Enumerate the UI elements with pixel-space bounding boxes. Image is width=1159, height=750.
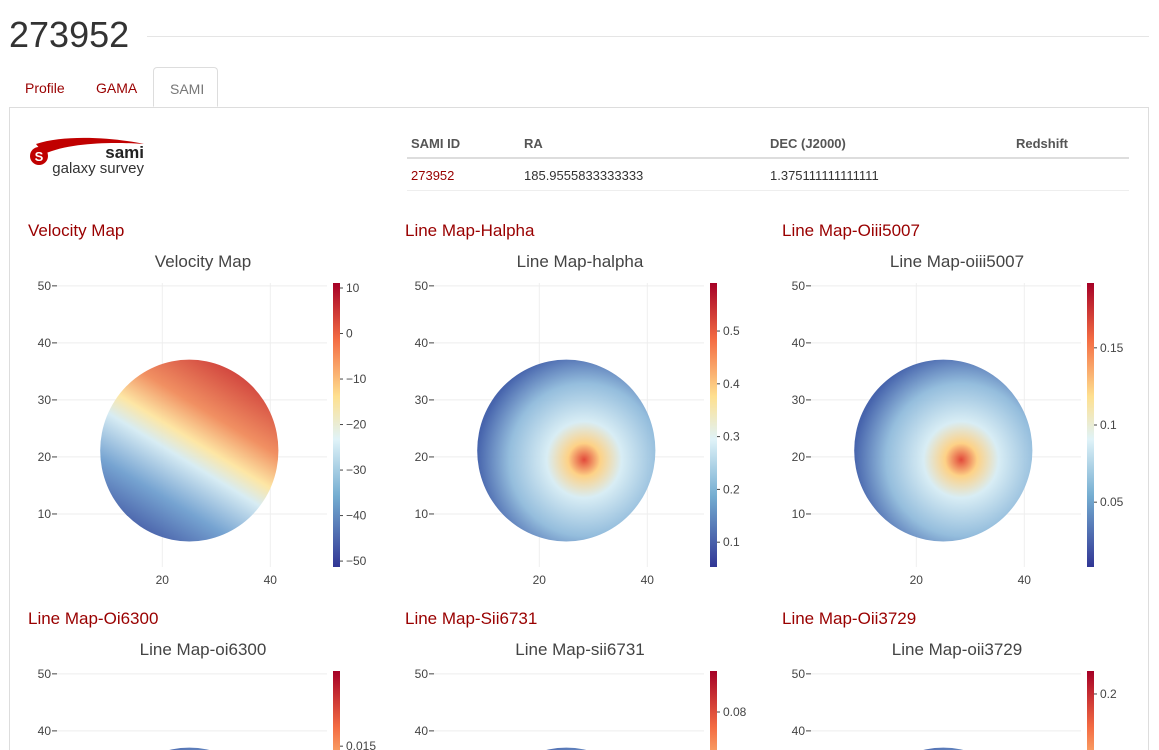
y-tick-label: 50 bbox=[792, 279, 806, 293]
colorbar-tick-label: 0 bbox=[346, 327, 353, 341]
y-tick-label: 10 bbox=[792, 507, 806, 521]
chart-title: Line Map-oiii5007 bbox=[890, 252, 1024, 271]
chart-title: Velocity Map bbox=[155, 252, 251, 271]
chart-title: Line Map-oi6300 bbox=[140, 640, 267, 659]
table-rule bbox=[407, 157, 1129, 159]
table-header: Redshift bbox=[1016, 136, 1068, 151]
colorbar-tick-label: −30 bbox=[346, 463, 367, 477]
colorbar-tick-label: −10 bbox=[346, 372, 367, 386]
page-title: 273952 bbox=[9, 14, 130, 55]
colorbar-tick-label: 0.15 bbox=[1100, 341, 1124, 355]
colorbar-tick-label: 0.08 bbox=[723, 705, 747, 719]
map-heading[interactable]: Line Map-Oii3729 bbox=[782, 609, 917, 628]
x-tick-label: 40 bbox=[1018, 573, 1032, 587]
tab-panel bbox=[9, 107, 1149, 750]
colorbar-tick-label: 10 bbox=[346, 281, 360, 295]
y-tick-label: 30 bbox=[38, 393, 52, 407]
y-tick-label: 40 bbox=[415, 336, 429, 350]
colorbar bbox=[333, 671, 340, 750]
chart-title: Line Map-oii3729 bbox=[892, 640, 1022, 659]
y-tick-label: 50 bbox=[792, 667, 806, 681]
map-image bbox=[854, 359, 1033, 542]
colorbar bbox=[710, 283, 717, 567]
logo-badge bbox=[30, 147, 48, 165]
colorbar bbox=[333, 283, 340, 567]
map-heading[interactable]: Line Map-Oi6300 bbox=[28, 609, 159, 628]
logo-subtitle: galaxy survey bbox=[52, 160, 144, 177]
logo-badge-letter: S bbox=[35, 149, 44, 164]
y-tick-label: 50 bbox=[38, 279, 52, 293]
table-header: RA bbox=[524, 136, 543, 151]
colorbar bbox=[710, 671, 717, 750]
x-tick-label: 40 bbox=[264, 573, 278, 587]
heatmap-chart: Line Map-oiii5007 20 40 10 20 30 40 50 0.15 0.1 0.… bbox=[792, 252, 1124, 587]
logo-swoosh bbox=[36, 137, 144, 154]
colorbar-tick-label: 0.05 bbox=[1100, 495, 1124, 509]
y-tick-label: 40 bbox=[792, 336, 806, 350]
table-header: SAMI ID bbox=[411, 136, 461, 151]
tab[interactable]: GAMA bbox=[96, 80, 138, 96]
chart-title: Line Map-sii6731 bbox=[515, 640, 644, 659]
y-tick-label: 10 bbox=[415, 507, 429, 521]
y-tick-label: 20 bbox=[415, 450, 429, 464]
colorbar-tick-label: −50 bbox=[346, 554, 367, 568]
y-tick-label: 10 bbox=[38, 507, 52, 521]
y-tick-label: 40 bbox=[792, 724, 806, 738]
table-cell: 1.375111111111111 bbox=[770, 168, 879, 183]
logo-name: sami bbox=[105, 143, 144, 162]
map-image bbox=[169, 747, 210, 750]
colorbar bbox=[1087, 283, 1094, 567]
heatmap-chart: Line Map-halpha 20 40 10 20 30 40 50 0.5 0.4 0.3 0.… bbox=[415, 252, 740, 587]
map-image bbox=[546, 747, 587, 750]
x-tick-label: 20 bbox=[533, 573, 547, 587]
y-tick-label: 50 bbox=[38, 667, 52, 681]
y-tick-label: 40 bbox=[415, 724, 429, 738]
table-cell: 185.9555833333333 bbox=[524, 168, 644, 183]
y-tick-label: 40 bbox=[38, 724, 52, 738]
map-heading[interactable]: Line Map-Halpha bbox=[405, 221, 535, 240]
colorbar-tick-label: −20 bbox=[346, 418, 367, 432]
map-image bbox=[100, 359, 279, 542]
colorbar-tick-label: 0.4 bbox=[723, 377, 740, 391]
map-heading[interactable]: Line Map-Sii6731 bbox=[405, 609, 538, 628]
y-tick-label: 30 bbox=[792, 393, 806, 407]
map-heading[interactable]: Line Map-Oiii5007 bbox=[782, 221, 920, 240]
y-tick-label: 50 bbox=[415, 279, 429, 293]
heatmap-chart: Line Map-oi6300 40 50 0.015 bbox=[38, 640, 376, 750]
y-tick-label: 20 bbox=[792, 450, 806, 464]
colorbar-tick-label: 0.1 bbox=[1100, 418, 1117, 432]
x-tick-label: 20 bbox=[910, 573, 924, 587]
heatmap-chart: Line Map-sii6731 40 50 0.08 bbox=[415, 640, 747, 750]
table-rule bbox=[407, 190, 1129, 191]
heatmap-chart: Line Map-oii3729 40 50 0.2 bbox=[792, 640, 1117, 750]
table-header: DEC (J2000) bbox=[770, 136, 846, 151]
heatmap-chart: Velocity Map 20 40 10 20 30 40 50 10 0 −10 −20 −30 −4… bbox=[38, 252, 367, 587]
y-tick-label: 30 bbox=[415, 393, 429, 407]
tab[interactable]: Profile bbox=[25, 80, 65, 96]
colorbar-tick-label: 0.5 bbox=[723, 324, 740, 338]
title-rule bbox=[147, 36, 1149, 37]
table-cell[interactable]: 273952 bbox=[411, 168, 455, 183]
x-tick-label: 20 bbox=[156, 573, 170, 587]
map-heading[interactable]: Velocity Map bbox=[28, 221, 125, 240]
colorbar-tick-label: −40 bbox=[346, 509, 367, 523]
colorbar-tick-label: 0.2 bbox=[723, 482, 740, 496]
x-tick-label: 40 bbox=[641, 573, 655, 587]
colorbar-tick-label: 0.015 bbox=[346, 739, 376, 750]
tab[interactable]: SAMI bbox=[153, 67, 218, 107]
y-tick-label: 40 bbox=[38, 336, 52, 350]
colorbar-tick-label: 0.1 bbox=[723, 535, 740, 549]
map-image bbox=[477, 359, 656, 542]
y-tick-label: 20 bbox=[38, 450, 52, 464]
colorbar-tick-label: 0.3 bbox=[723, 430, 740, 444]
colorbar bbox=[1087, 671, 1094, 750]
logo: S sami galaxy survey bbox=[30, 137, 144, 177]
y-tick-label: 50 bbox=[415, 667, 429, 681]
colorbar-tick-label: 0.2 bbox=[1100, 687, 1117, 701]
chart-title: Line Map-halpha bbox=[517, 252, 644, 271]
map-image bbox=[923, 747, 964, 750]
